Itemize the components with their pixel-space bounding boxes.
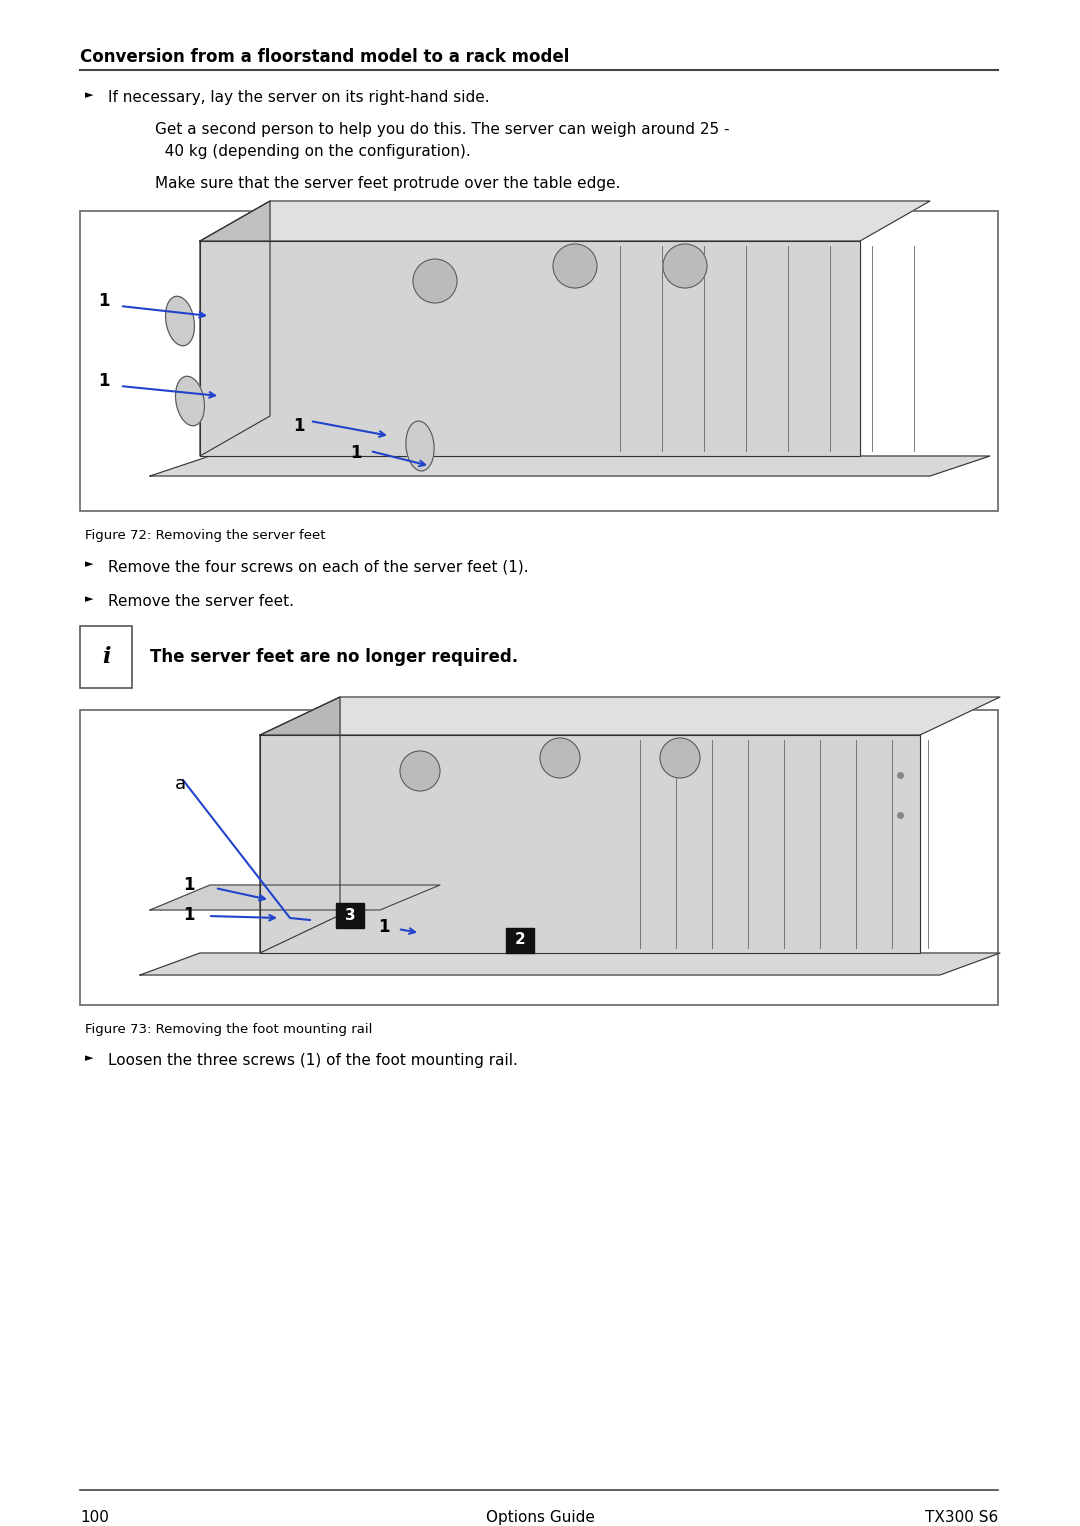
Circle shape [660, 739, 700, 778]
Polygon shape [260, 697, 1000, 736]
Circle shape [540, 739, 580, 778]
Text: 1: 1 [184, 876, 195, 894]
Text: 1: 1 [98, 291, 110, 310]
Text: 1: 1 [294, 417, 305, 435]
Bar [80, 710, 998, 1006]
Text: Remove the four screws on each of the server feet (1).: Remove the four screws on each of the se… [108, 559, 528, 574]
Polygon shape [150, 885, 440, 909]
Polygon shape [260, 736, 920, 954]
Text: Get a second person to help you do this. The server can weigh around 25 -: Get a second person to help you do this.… [156, 122, 729, 137]
Text: ►: ► [85, 90, 94, 101]
Text: Conversion from a floorstand model to a rack model: Conversion from a floorstand model to a … [80, 47, 569, 66]
Text: 1: 1 [98, 372, 110, 391]
Text: Options Guide: Options Guide [486, 1511, 594, 1524]
Polygon shape [150, 456, 990, 476]
Polygon shape [260, 697, 340, 954]
Text: TX300 S6: TX300 S6 [924, 1511, 998, 1524]
Text: 3: 3 [345, 908, 355, 923]
Text: The server feet are no longer required.: The server feet are no longer required. [150, 649, 518, 665]
Ellipse shape [176, 377, 204, 426]
Circle shape [400, 751, 440, 790]
Bar [336, 903, 364, 928]
Text: i: i [102, 645, 110, 668]
Ellipse shape [165, 296, 194, 346]
Text: 40 kg (depending on the configuration).: 40 kg (depending on the configuration). [156, 143, 471, 159]
Polygon shape [140, 954, 1000, 975]
Circle shape [553, 244, 597, 288]
Text: 2: 2 [515, 932, 525, 948]
Text: Figure 73: Removing the foot mounting rail: Figure 73: Removing the foot mounting ra… [85, 1022, 373, 1036]
Text: Figure 72: Removing the server feet: Figure 72: Removing the server feet [85, 530, 325, 542]
Ellipse shape [406, 421, 434, 472]
Text: Remove the server feet.: Remove the server feet. [108, 594, 294, 609]
Text: If necessary, lay the server on its right-hand side.: If necessary, lay the server on its righ… [108, 90, 489, 105]
Text: a: a [175, 775, 186, 794]
Bar [507, 928, 534, 954]
Text: ►: ► [85, 594, 94, 604]
Text: Make sure that the server feet protrude over the table edge.: Make sure that the server feet protrude … [156, 175, 621, 191]
Bar [80, 626, 132, 688]
Polygon shape [200, 201, 930, 241]
Text: ►: ► [85, 559, 94, 569]
Text: ►: ► [85, 1053, 94, 1064]
Polygon shape [200, 201, 270, 456]
Polygon shape [200, 241, 860, 456]
Text: 1: 1 [184, 906, 195, 925]
Circle shape [413, 259, 457, 304]
Text: 100: 100 [80, 1511, 109, 1524]
Text: Loosen the three screws (1) of the foot mounting rail.: Loosen the three screws (1) of the foot … [108, 1053, 518, 1068]
Text: 1: 1 [351, 444, 362, 462]
Text: 1: 1 [378, 919, 390, 935]
Circle shape [663, 244, 707, 288]
Bar [80, 211, 998, 511]
